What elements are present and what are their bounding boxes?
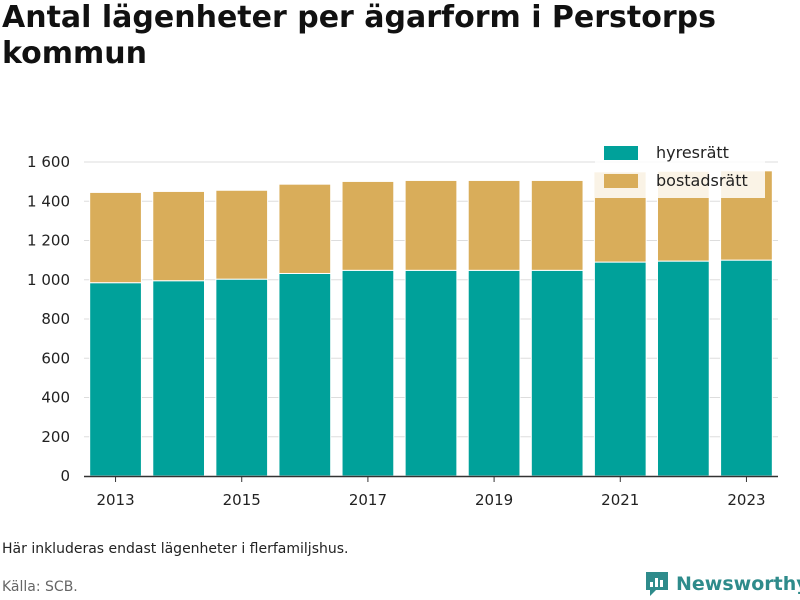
- x-tick-label: 2023: [727, 491, 765, 509]
- y-tick-label: 1 600: [27, 153, 70, 171]
- x-tick-label: 2021: [601, 491, 639, 509]
- bar-hyresratt: [278, 272, 332, 477]
- bar-bostadsratt: [530, 179, 584, 271]
- chart-title: Antal lägenheter per ägarform i Perstorp…: [2, 0, 716, 71]
- bar-hyresratt: [656, 260, 710, 477]
- newsworthy-logo-icon: [646, 572, 668, 596]
- bar-hyresratt: [89, 282, 142, 477]
- y-tick-label: 0: [60, 467, 70, 485]
- bar-bostadsratt: [404, 179, 458, 271]
- legend: hyresrätt bostadsrätt: [595, 140, 765, 198]
- y-tick-label: 200: [41, 428, 70, 446]
- bar-hyresratt: [404, 269, 458, 477]
- brand-logo[interactable]: Newsworthy: [644, 570, 800, 598]
- y-tick-label: 1 000: [27, 271, 70, 289]
- bar-bostadsratt: [467, 179, 521, 271]
- y-tick-label: 1 200: [27, 232, 70, 250]
- legend-swatch: [604, 174, 638, 188]
- bar-bostadsratt: [278, 183, 332, 274]
- x-tick-label: 2017: [349, 491, 387, 509]
- bar-hyresratt: [341, 269, 395, 477]
- y-tick-label: 600: [41, 349, 70, 367]
- bar-hyresratt: [593, 261, 647, 477]
- bar-bostadsratt: [89, 191, 142, 284]
- y-tick-label: 1 400: [27, 192, 70, 210]
- x-axis-ticks: 2013 2015 2017 2019 2021 2023: [84, 475, 778, 509]
- footnote: Här inkluderas endast lägenheter i flerf…: [2, 541, 349, 557]
- brand-name: Newsworthy: [676, 573, 800, 595]
- bar-hyresratt: [530, 269, 584, 477]
- y-axis-ticks: 0 200 400 600 800 1 000 1 200 1 400 1 600: [27, 153, 70, 485]
- bar-bostadsratt: [152, 190, 206, 282]
- x-tick-label: 2013: [96, 491, 134, 509]
- bar-bostadsratt: [215, 189, 269, 280]
- x-tick-label: 2015: [223, 491, 261, 509]
- y-tick-label: 400: [41, 389, 70, 407]
- legend-label: bostadsrätt: [656, 171, 748, 190]
- source-note: Källa: SCB.: [2, 579, 78, 595]
- bar-bostadsratt: [341, 180, 395, 271]
- bars: [89, 170, 773, 477]
- legend-swatch: [604, 146, 638, 160]
- x-tick-label: 2019: [475, 491, 513, 509]
- y-tick-label: 800: [41, 310, 70, 328]
- bar-hyresratt: [720, 259, 773, 477]
- bar-hyresratt: [215, 278, 269, 477]
- bar-hyresratt: [467, 269, 521, 477]
- bar-hyresratt: [152, 280, 206, 477]
- legend-label: hyresrätt: [656, 143, 729, 162]
